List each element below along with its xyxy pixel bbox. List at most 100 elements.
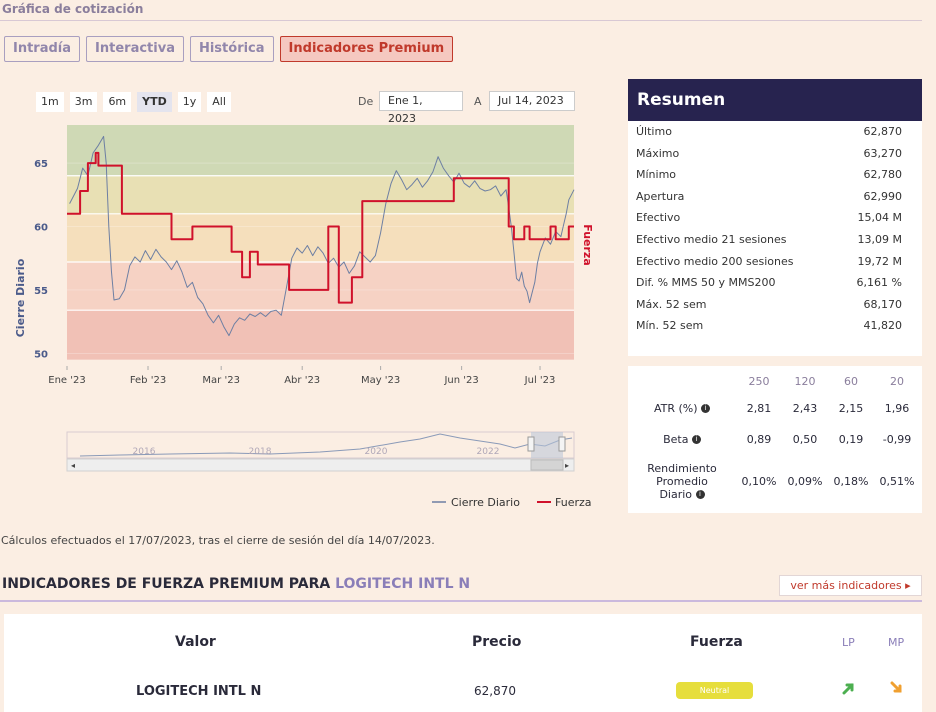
calculation-note: Cálculos efectuados el 17/07/2023, tras … [1,534,435,547]
range-1m-button[interactable]: 1m [36,92,64,112]
trend-up-right-icon [842,683,854,695]
col-header-precio: Precio [472,634,522,650]
y-axis-label: Cierre Diario [14,258,27,337]
navigator-selection[interactable] [531,432,563,458]
summary-row-ultimo: Último 62,870 [636,125,902,138]
x-tick-label: Jul '23 [524,375,556,386]
summary-title: Resumen [628,79,922,121]
chart-gridlines [67,162,574,354]
chart-series [67,135,575,337]
periods-row-rendimiento: Rendimiento Promedio Diario i 0,10% 0,09%… [647,461,915,501]
summary-row-maximo: Máximo 63,270 [636,146,902,160]
navigator[interactable]: 2016 2018 2020 2022 ◂ ▸ [66,431,575,472]
range-all-button[interactable]: All [207,92,231,112]
periods-row-atr: ATR (%) i 2,81 2,43 2,15 1,96 [653,401,910,415]
periods-table: 250 120 60 20 ATR (%) i 2,81 2,43 2,15 1,96… [628,366,922,513]
y2-axis-label: Fuerza [581,224,594,266]
chevron-right-icon: ▸ [905,579,911,592]
fuerza-status-badge: Neutral [676,682,753,699]
periods-header: 250 120 60 20 [628,366,922,392]
y-tick-label: 65 [34,159,48,170]
period-header: 60 [844,374,858,388]
summary-row-minimo: Mínimo 62,780 [636,168,902,182]
period-header: 120 [794,374,816,388]
col-header-fuerza: Fuerza [690,634,743,650]
more-indicators-button[interactable]: ver más indicadores ▸ [779,575,922,596]
info-icon[interactable]: i [695,490,705,499]
navigator-scrollbar[interactable] [66,458,575,472]
info-icon[interactable]: i [691,435,701,444]
indicators-table: Valor Precio Fuerza LP MP LOGITECH INTL … [4,614,922,712]
range-1y-button[interactable]: 1y [177,92,202,112]
row-precio: 62,870 [474,684,516,698]
navigator-label-3: 2020 [365,447,388,457]
info-icon[interactable]: i [701,404,711,413]
summary-row-efectivo-200: Efectivo medio 200 sesiones 19,72 M [636,254,902,268]
strength-band-0 [67,125,574,176]
col-header-valor: Valor [175,634,216,650]
summary-row-dif-mms: Dif. % MMS 50 y MMS200 6,161 % [636,276,902,290]
indicators-divider [0,600,922,602]
navigator-handle-right[interactable] [558,436,566,452]
row-valor[interactable]: LOGITECH INTL N [136,684,262,699]
trend-down-right-icon [890,681,902,693]
summary-row-max-52: Máx. 52 sem 68,170 [636,297,902,311]
date-from-label: De [358,95,374,108]
rendimiento-label: Rendimiento Promedio Diario [647,461,717,501]
scroll-left-arrow[interactable]: ◂ [71,461,75,470]
strength-band-4 [67,310,574,360]
legend-label-cierre[interactable]: Cierre Diario [451,496,520,509]
strength-bands [67,125,574,360]
y-tick-label: 60 [34,222,48,233]
x-tick-label: Feb '23 [130,375,166,386]
section-title: Gráfica de cotización [2,2,144,16]
strength-band-1 [67,175,574,214]
summary-row-min-52: Mín. 52 sem 41,820 [636,319,902,333]
summary-panel: Resumen Último 62,870 Máximo 63,270 Mínimo… [628,79,922,356]
strength-band-2 [67,213,574,262]
chart-tabs: Intradía Interactiva Histórica Indicador… [4,36,454,62]
x-tick-label: May '23 [361,375,400,386]
navigator-label-2: 2018 [249,447,272,457]
navigator-scroll-thumb[interactable] [530,459,564,471]
y-tick-label: 55 [34,286,48,297]
title-divider [0,20,922,21]
range-ytd-button[interactable]: YTD [137,92,172,112]
x-tick-label: Mar '23 [202,375,240,386]
range-selector: 1m 3m 6m YTD 1y All [36,92,231,112]
x-axis-ticks: Ene '23 Feb '23 Mar '23 Abr '23 May '23 Jun '… [48,366,555,386]
summary-row-efectivo: Efectivo 15,04 M [636,211,902,225]
y-tick-label: 50 [34,349,48,360]
tab-interactiva[interactable]: Interactiva [86,36,184,62]
periods-row-beta: Beta i 0,89 0,50 0,19 -0,99 [663,432,912,446]
indicators-title: INDICADORES DE FUERZA PREMIUM PARA LOGIT… [2,576,471,592]
price-chart: 50 55 60 65 Ene '23 Feb '23 Mar '23 Abr '23 May… [14,125,594,509]
chart-legend: Cierre Diario Fuerza [432,496,592,509]
x-tick-label: Jun '23 [443,375,478,386]
x-tick-label: Ene '23 [48,375,85,386]
navigator-label-1: 2016 [133,447,156,457]
range-3m-button[interactable]: 3m [69,92,98,112]
navigator-track [66,431,575,459]
range-6m-button[interactable]: 6m [103,92,132,112]
period-header: 20 [890,374,904,388]
y-axis-ticks: 50 55 60 65 [34,159,48,360]
company-link[interactable]: LOGITECH INTL N [335,576,471,592]
beta-label: Beta [663,432,689,446]
tab-indicadores-premium[interactable]: Indicadores Premium [279,36,454,62]
period-header: 250 [748,374,770,388]
series-fuerza-line [67,151,574,304]
legend-label-fuerza[interactable]: Fuerza [555,496,592,509]
col-header-lp: LP [842,636,855,649]
date-from-input[interactable]: Ene 1, 2023 [379,91,463,125]
navigator-label-4: 2022 [477,447,500,457]
atr-label: ATR (%) [653,401,698,415]
scroll-right-arrow[interactable]: ▸ [565,461,569,470]
x-tick-label: Abr '23 [284,375,320,386]
date-to-label: A [474,95,482,108]
tab-intradia[interactable]: Intradía [4,36,81,62]
date-to-input[interactable]: Jul 14, 2023 [489,91,575,111]
summary-row-apertura: Apertura 62,990 [636,189,902,203]
tab-historica[interactable]: Histórica [189,36,274,62]
navigator-handle-left[interactable] [527,436,535,452]
